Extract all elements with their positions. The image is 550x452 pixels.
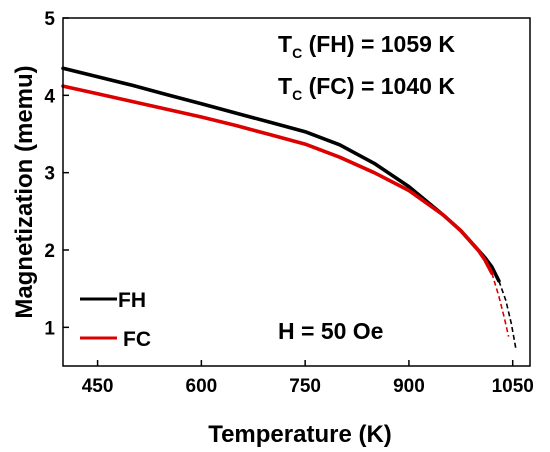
field-annotation: H = 50 Oe [278,318,383,344]
series-extrapolation-fc [491,272,510,337]
data-series [61,66,517,351]
y-tick-label-1: 1 [44,318,55,339]
x-tick-label-1050: 1050 [492,376,534,397]
y-tick-label-2: 2 [44,241,55,262]
x-tick-label-600: 600 [186,376,218,397]
y-axis-title: Magnetization (memu) [11,65,38,318]
legend-label-fc: FC [123,328,151,351]
y-tick-label-5: 5 [44,9,55,30]
series-extrapolation-fh [498,280,517,351]
tc-fc-symbol: T [278,73,292,99]
tc-fh-value: (FH) = 1059 K [302,31,455,57]
tc-fh-annotation: TC (FH) = 1059 K [278,31,455,61]
tick-labels: 450 600 750 900 1050 1 2 3 4 5 [44,9,533,397]
legend: FH FC [80,289,151,351]
tc-fc-value: (FC) = 1040 K [302,73,455,99]
y-tick-label-3: 3 [44,164,55,185]
x-tick-label-750: 750 [289,376,321,397]
y-tick-label-4: 4 [44,86,55,107]
tc-fh-subscript: C [292,45,302,61]
tc-fh-symbol: T [278,31,292,57]
legend-label-fh: FH [118,289,146,312]
axis-ticks [63,17,514,366]
tc-fc-annotation: TC (FC) = 1040 K [278,73,455,103]
plot-frame [62,17,531,367]
x-axis-title: Temperature (K) [208,421,392,448]
x-tick-label-450: 450 [82,376,114,397]
x-tick-label-900: 900 [393,376,425,397]
tc-fc-subscript: C [292,87,302,103]
series-line-fc [61,84,494,275]
